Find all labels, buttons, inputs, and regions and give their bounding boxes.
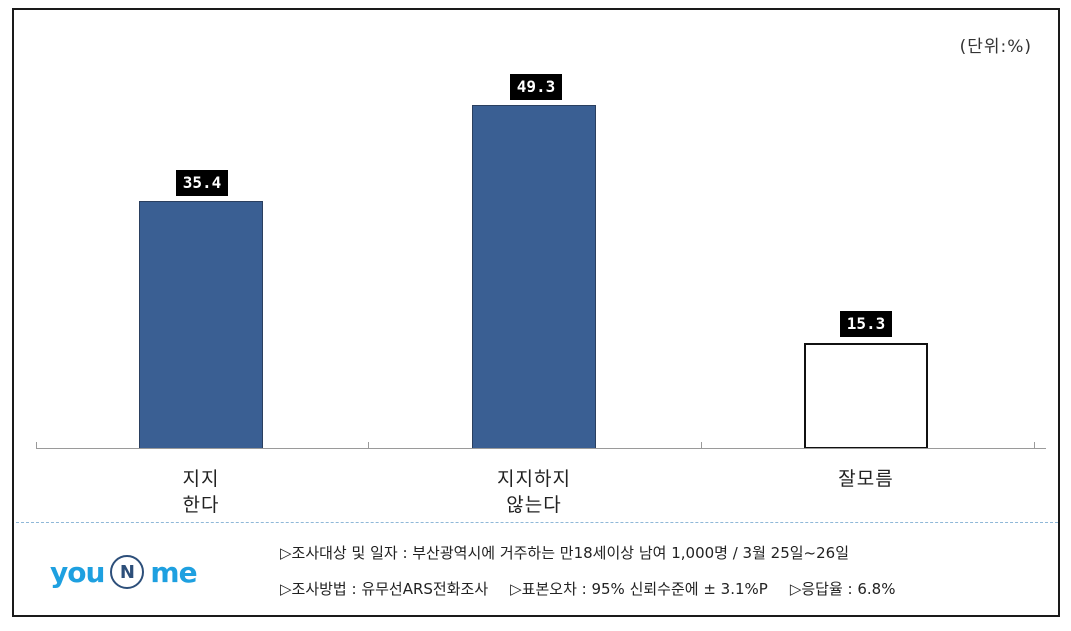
category-label-unknown: 잘모름 <box>838 468 894 490</box>
logo-n-circle-icon: N <box>110 555 145 589</box>
survey-method: ▷조사방법 : 유무선ARS전화조사 <box>280 580 489 598</box>
logo: you N me <box>50 554 198 590</box>
logo-me: me <box>150 555 197 589</box>
value-label-oppose: 49.3 <box>510 74 562 100</box>
footer-divider <box>16 522 1058 523</box>
x-axis <box>36 448 1046 449</box>
axis-tick <box>368 442 369 449</box>
axis-tick <box>1034 442 1035 449</box>
value-label-support: 35.4 <box>176 170 228 196</box>
axis-tick <box>701 442 702 449</box>
bar-oppose <box>472 105 596 449</box>
unit-label: (단위:%) <box>959 37 1032 57</box>
chart-frame: (단위:%) 35.4 49.3 15.3 지지 한다 지지하지 않는다 잘모름… <box>12 8 1060 617</box>
bar-support <box>139 201 263 449</box>
bar-unknown <box>804 343 928 449</box>
value-label-unknown: 15.3 <box>840 311 892 337</box>
category-label-oppose: 지지하지 않는다 <box>497 468 571 516</box>
survey-method-notes: ▷조사방법 : 유무선ARS전화조사 ▷표본오차 : 95% 신뢰수준에 ± 3.… <box>280 578 895 599</box>
sampling-error: ▷표본오차 : 95% 신뢰수준에 ± 3.1%P <box>510 580 768 598</box>
category-label-support: 지지 한다 <box>182 468 220 516</box>
axis-tick <box>36 442 37 449</box>
survey-target-note: ▷조사대상 및 일자 : 부산광역시에 거주하는 만18세이상 남여 1,000… <box>280 544 850 562</box>
response-rate: ▷응답율 : 6.8% <box>789 580 896 598</box>
logo-you: you <box>50 555 105 589</box>
